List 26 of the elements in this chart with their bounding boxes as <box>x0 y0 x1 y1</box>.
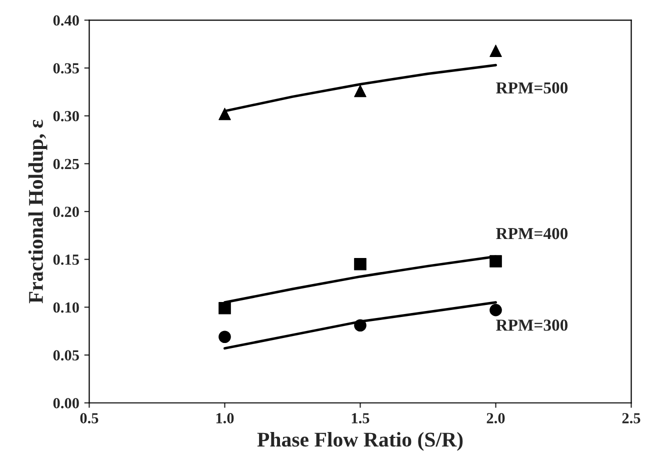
x-tick-label: 0.5 <box>80 413 98 424</box>
y-tick-label: 0.15 <box>53 254 79 265</box>
point <box>218 330 231 344</box>
series-label: RPM=400 <box>496 228 568 240</box>
x-tick-label: 2.5 <box>622 413 640 424</box>
point <box>490 44 502 57</box>
series-label: RPM=500 <box>496 82 568 94</box>
y-axis-title: Fractional Holdup, ε <box>28 120 48 304</box>
x-tick-label: 2.0 <box>486 413 505 424</box>
point <box>354 258 366 270</box>
y-tick-label: 0.20 <box>53 206 79 218</box>
y-tick-label: 0.40 <box>53 15 79 26</box>
x-axis-title: Phase Flow Ratio (S/R) <box>257 432 463 451</box>
point <box>490 304 502 316</box>
x-tick-label: 1.5 <box>352 413 370 424</box>
series-label: RPM=300 <box>496 320 568 331</box>
y-tick-label: 0.00 <box>53 398 79 408</box>
point <box>354 84 366 98</box>
y-tick-label: 0.10 <box>53 302 79 313</box>
point <box>218 302 231 314</box>
y-tick-label: 0.05 <box>53 350 79 361</box>
y-tick-label: 0.35 <box>53 63 79 74</box>
point <box>490 255 502 268</box>
y-tick-label: 0.25 <box>53 158 79 170</box>
x-tick-label: 1.0 <box>216 413 234 424</box>
y-tick-label: 0.30 <box>53 110 79 122</box>
